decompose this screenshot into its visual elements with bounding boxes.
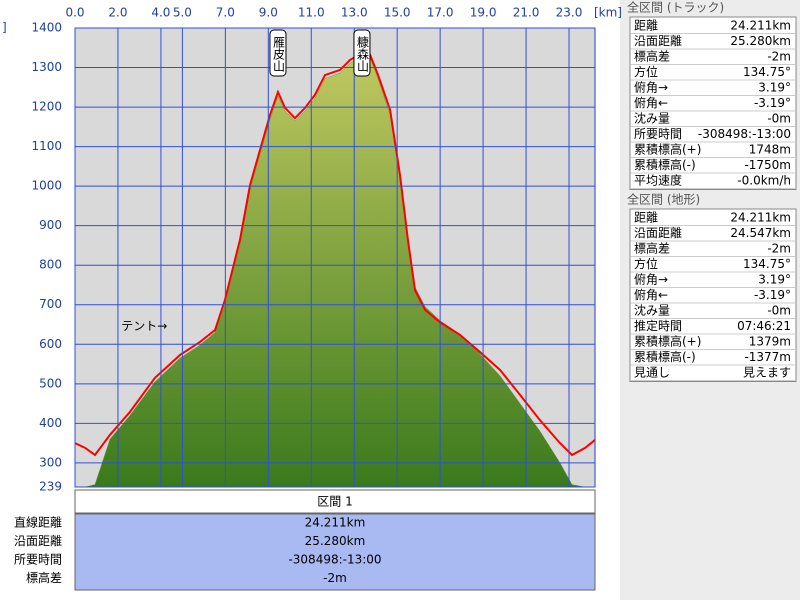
peak-label-box [353, 29, 371, 77]
x-tick-label: 23.0 [556, 6, 583, 20]
row-value: 見えます [743, 366, 791, 380]
y-tick-label: 400 [39, 416, 62, 430]
x-tick-label: 15.0 [384, 6, 411, 20]
x-tick-label: 13.0 [341, 6, 368, 20]
section-label: 直線距離 [14, 515, 62, 530]
y-tick-label: 300 [39, 455, 62, 469]
peak-label: 糠森山 [355, 35, 369, 72]
row-label: 所要時間 [634, 127, 682, 141]
x-tick-label: 19.0 [470, 6, 497, 20]
x-tick-label: 0.0 [65, 6, 84, 20]
row-label: 沿面距離 [634, 34, 682, 48]
row-label: 沈み量 [634, 111, 670, 126]
row-value: 3.19° [758, 81, 791, 95]
row-value: -0.0km/h [737, 174, 791, 188]
row-value: 24.211km [730, 19, 791, 33]
row-label: 累積標高(-) [634, 349, 696, 364]
section-panel: 区間 1 直線距離 24.211km 沿面距離 25.280km 所要時間 -308498:… [14, 489, 596, 591]
row-value: 134.75° [743, 65, 791, 79]
row-value: -1377m [744, 350, 791, 364]
x-tick-label: 9.0 [259, 6, 278, 20]
panel-table [629, 208, 797, 382]
row-value: -2m [767, 50, 791, 64]
row-value: 1379m [749, 335, 791, 349]
y-tick-label: 1100 [31, 139, 62, 153]
y-unit: ] [2, 21, 7, 35]
row-label: 見通し [634, 366, 670, 380]
section-value: -2m [323, 571, 347, 585]
y-tick-label: 700 [39, 297, 62, 311]
row-value: -308498:-13:00 [698, 127, 791, 141]
y-tick-label: 1400 [31, 21, 62, 35]
row-label: 累積標高(-) [634, 157, 696, 172]
track-line [74, 51, 596, 457]
row-value: 134.75° [743, 257, 791, 271]
row-label: 累積標高(+) [634, 142, 701, 157]
x-tick-label: 7.0 [216, 6, 235, 20]
x-tick-label: 17.0 [427, 6, 454, 20]
chart: 0.0 2.0 4.0 5.0 7.0 9.0 11.0 13.0 15.0 17.0 19.0 21… [2, 6, 622, 494]
row-value: -0m [767, 304, 791, 318]
y-tick-label: 900 [39, 218, 62, 232]
peak-label: 雁皮山 [271, 36, 285, 72]
section-label: 沿面距離 [14, 534, 62, 548]
row-value: 24.211km [730, 211, 791, 225]
row-value: -3.19° [754, 96, 791, 110]
y-tick-label: 800 [39, 258, 62, 272]
y-tick-label: 600 [39, 337, 62, 351]
section-label: 所要時間 [14, 553, 62, 567]
section-title: 区間 1 [317, 495, 352, 509]
row-value: 3.19° [758, 273, 791, 287]
x-tick-label: 2.0 [108, 6, 127, 20]
section-value: -308498:-13:00 [288, 553, 381, 567]
x-unit: [km] [594, 6, 622, 20]
terrain-area [75, 55, 595, 488]
y-tick-label: 239 [39, 480, 62, 494]
row-label: 累積標高(+) [634, 334, 701, 349]
row-value: -0m [767, 112, 791, 126]
row-label: 距離 [634, 19, 658, 33]
row-label: 方位 [634, 64, 658, 79]
section-value: 25.280km [305, 534, 366, 548]
row-label: 沿面距離 [634, 226, 682, 240]
section-body [74, 513, 596, 591]
section-header [74, 489, 596, 514]
side-panel: 全区間 (トラック) 距離 24.211km 沿面距離 25.280km 標高差 -2m 方位… [622, 0, 800, 600]
section-label: 標高差 [26, 570, 62, 585]
x-tick-label: 21.0 [513, 6, 540, 20]
x-tick-label: 5.0 [173, 6, 192, 20]
row-value: -1750m [744, 158, 791, 172]
row-label: 標高差 [634, 241, 670, 256]
section-value: 24.211km [305, 516, 366, 530]
annotation: テント→ [121, 319, 167, 333]
panel-title: 全区間 (地形) [627, 192, 700, 207]
x-tick-label: 11.0 [298, 6, 325, 20]
y-tick-label: 1200 [31, 100, 62, 114]
row-label: 俯角← [634, 95, 668, 110]
panel-table [629, 16, 797, 190]
row-label: 俯角→ [634, 80, 668, 95]
row-label: 俯角→ [634, 272, 668, 287]
row-label: 方位 [634, 256, 658, 271]
row-value: 07:46:21 [737, 319, 791, 333]
row-value: -2m [767, 242, 791, 256]
row-value: 25.280km [730, 34, 791, 48]
x-tick-label: 4.0 [151, 6, 170, 20]
row-label: 推定時間 [634, 318, 682, 333]
row-value: 1748m [749, 143, 791, 157]
row-label: 沈み量 [634, 303, 670, 318]
row-label: 平均速度 [634, 173, 682, 188]
y-tick-label: 500 [39, 376, 62, 390]
row-label: 標高差 [634, 49, 670, 64]
row-label: 俯角← [634, 287, 668, 302]
row-value: -3.19° [754, 288, 791, 302]
y-tick-label: 1300 [31, 60, 62, 74]
panel-title: 全区間 (トラック) [627, 0, 724, 15]
row-value: 24.547km [730, 226, 791, 240]
peak-label-box [269, 29, 287, 77]
row-label: 距離 [634, 211, 658, 225]
y-tick-label: 1000 [31, 179, 62, 193]
